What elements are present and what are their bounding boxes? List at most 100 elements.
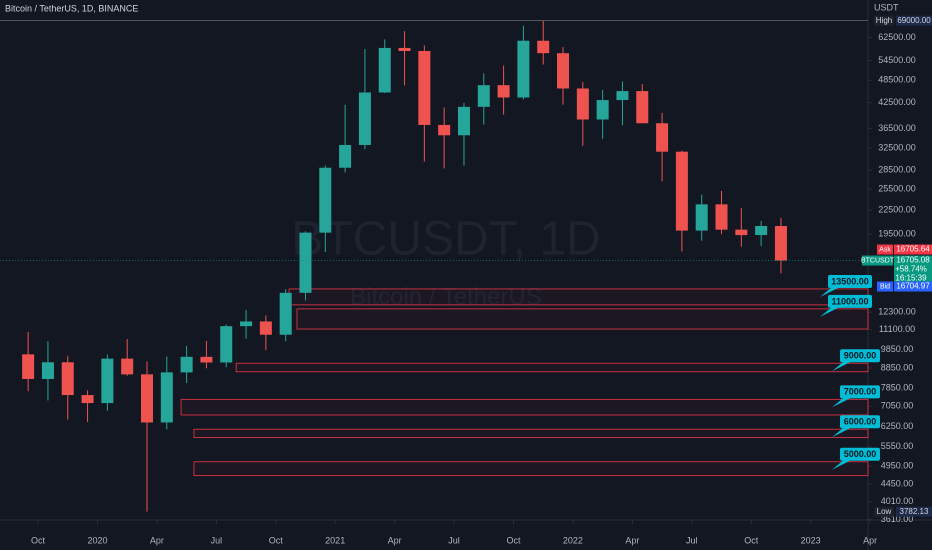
x-tick-label: Apr [625,535,639,545]
candle-body [398,47,411,51]
candle-body [279,292,292,335]
low-tag [874,506,894,517]
x-tick-label: Jul [448,535,460,545]
x-tick-label: 2021 [325,535,345,545]
callout-tail [832,361,852,372]
y-tick-label: 32500.00 [878,142,916,152]
high-value: 69000.00 [897,16,931,25]
callout-label: 7000.00 [844,387,877,397]
y-tick-label: 42500.00 [878,97,916,107]
watermark-subtitle: Bitcoin / TetherUS [350,283,542,310]
high-value-tag [896,15,932,26]
y-tick-label: 48500.00 [878,75,916,85]
candle-body [61,362,74,396]
change: +58.74% [895,265,927,274]
candle-body [121,358,134,375]
bid-value-tag [894,281,932,292]
candle-body [735,229,748,236]
candle-body [299,232,312,293]
candle-body [240,321,253,327]
callout-box [840,415,880,429]
callout-box [840,349,880,363]
candle-body [180,356,193,373]
candle-body [497,85,510,98]
x-tick-label: 2020 [87,535,107,545]
last-price-tag [894,255,932,286]
candle-body [774,225,787,261]
candle-body [140,374,153,423]
callout-label: 13500.00 [831,276,869,286]
y-tick-label: 6250.00 [881,421,914,431]
bid-label: Bid [880,283,890,290]
candle-body [22,354,35,379]
low-value-tag [896,506,932,517]
y-tick-label: 25500.00 [878,183,916,193]
ask-label: Ask [879,246,891,253]
candle-body [457,106,470,136]
callout-tail [820,286,840,297]
callout-label: 9000.00 [844,351,877,361]
x-tick-label: Oct [31,535,46,545]
low-label: Low [877,507,892,516]
x-tick-label: 2022 [563,535,583,545]
y-tick-label: 28500.00 [878,165,916,175]
ask-value-tag [894,244,932,255]
x-tick-label: 2023 [801,535,821,545]
support-zone [288,288,869,306]
callout-tail [832,397,852,408]
callout-box [828,274,872,288]
candle-body [319,167,332,233]
symbol-label: BTCUSDT [861,257,895,264]
callout-tail [832,427,852,438]
callout-tail [832,459,852,470]
candle-body [576,88,589,120]
y-tick-label: 54500.00 [878,55,916,65]
candle-body [557,53,570,89]
support-zone [193,461,869,477]
x-tick-label: Oct [506,535,521,545]
ask-tag [877,244,893,255]
y-tick-label: 19500.00 [878,229,916,239]
y-tick-label: 8850.00 [881,362,914,372]
x-tick-label: Apr [150,535,164,545]
y-tick-label: 4010.00 [881,496,914,506]
support-zone [193,428,869,439]
y-tick-label: 4450.00 [881,479,914,489]
x-tick-label: Apr [388,535,402,545]
x-tick-label: Jul [211,535,223,545]
candle-body [596,100,609,120]
callout-box [828,294,872,308]
y-tick-label: 3610.00 [881,514,914,524]
candle-body [378,47,391,93]
y-tick-label: 9850.00 [881,344,914,354]
last-price: 16705.08 [896,256,930,265]
candle-body [339,144,352,168]
candle-body [81,395,94,404]
candle-body [259,321,272,335]
y-tick-label: 5550.00 [881,441,914,451]
y-tick-label: 7850.00 [881,383,914,393]
callout-box [840,447,880,461]
candle-body [656,123,669,152]
callout-label: 5000.00 [844,449,877,459]
callout-tail [820,306,840,317]
candle-body [517,40,530,98]
candle-body [358,92,371,145]
candle-body [537,40,550,54]
y-tick-label: 4950.00 [881,461,914,471]
candle-body [715,204,728,230]
unit-label: USDT [874,2,899,12]
candle-body [160,372,173,423]
y-tick-label: 62500.00 [878,32,916,42]
candle-body [41,362,54,379]
candle-body [675,151,688,231]
y-tick-label: 7050.00 [881,401,914,411]
y-tick-label: 36500.00 [878,123,916,133]
y-tick-label: 11100.00 [879,324,915,334]
x-tick-label: Oct [744,535,759,545]
candle-body [220,326,233,363]
y-tick-label: 12300.00 [878,307,916,317]
candle-body [438,124,451,136]
